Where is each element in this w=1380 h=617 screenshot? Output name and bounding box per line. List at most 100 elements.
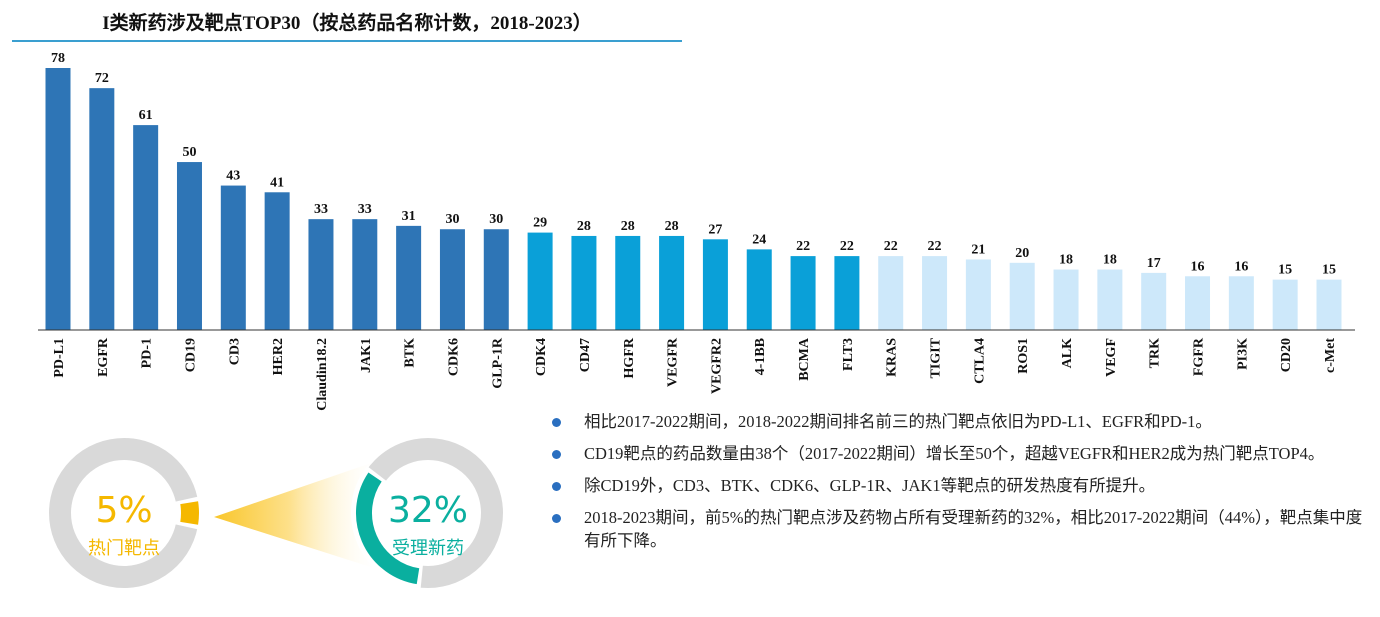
bar-VEGF xyxy=(1097,269,1123,330)
left-donut-label: 热门靶点 xyxy=(88,538,160,559)
data-label: 41 xyxy=(270,175,284,190)
x-tick-label: HGFR xyxy=(622,337,637,378)
x-tick-label: CD47 xyxy=(578,338,593,372)
bar-HER2 xyxy=(264,192,290,330)
x-tick-label: KRAS xyxy=(885,338,900,377)
bar-ALK xyxy=(1053,269,1079,330)
x-tick-label: VEGFR xyxy=(666,337,681,387)
bar-CD19 xyxy=(176,162,202,330)
x-tick-label: VEGFR2 xyxy=(709,338,724,394)
data-label: 30 xyxy=(445,212,459,227)
finding-text: 2018-2023期间，前5%的热门靶点涉及药物占所有受理新药的32%，相比20… xyxy=(584,508,1363,550)
x-tick-label: BTK xyxy=(403,338,418,368)
x-tick-label: PD-1 xyxy=(140,338,155,368)
bar-PD-L1 xyxy=(45,68,71,330)
x-tick-label: CD19 xyxy=(183,338,198,372)
data-label: 61 xyxy=(139,108,153,123)
data-label: 24 xyxy=(752,232,766,247)
data-label: 22 xyxy=(884,239,898,254)
data-label: 15 xyxy=(1322,263,1336,278)
data-label: 16 xyxy=(1234,259,1248,274)
bar-FLT3 xyxy=(834,256,860,330)
bar-VEGFR xyxy=(659,235,685,330)
x-tick-label: EGFR xyxy=(96,337,111,377)
data-label: 18 xyxy=(1103,253,1117,268)
data-label: 27 xyxy=(708,222,722,237)
x-tick-label: PI3K xyxy=(1235,338,1250,370)
x-tick-label: TIGIT xyxy=(929,337,944,378)
findings-list: 相比2017-2022期间，2018-2022期间排名前三的热门靶点依旧为PD-… xyxy=(548,410,1363,561)
data-label: 22 xyxy=(796,239,810,254)
finding-item: 相比2017-2022期间，2018-2022期间排名前三的热门靶点依旧为PD-… xyxy=(548,410,1363,433)
data-label: 29 xyxy=(533,216,547,231)
chart-title: I类新药涉及靶点TOP30（按总药品名称计数，2018-2023） xyxy=(102,13,592,34)
bar-PI3K xyxy=(1228,276,1254,330)
finding-item: 除CD19外，CD3、BTK、CDK6、GLP-1R、JAK1等靶点的研发热度有… xyxy=(548,474,1363,497)
right-donut-segment xyxy=(356,472,420,585)
bar-FGFR xyxy=(1185,276,1211,330)
finding-text: 除CD19外，CD3、BTK、CDK6、GLP-1R、JAK1等靶点的研发热度有… xyxy=(584,476,1156,495)
bullet-icon xyxy=(552,450,561,459)
bar-EGFR xyxy=(89,88,115,331)
data-label: 15 xyxy=(1278,263,1292,278)
bar-BTK xyxy=(396,225,422,330)
right-donut-value: 32% xyxy=(387,490,468,531)
finding-item: 2018-2023期间，前5%的热门靶点涉及药物占所有受理新药的32%，相比20… xyxy=(548,506,1363,552)
x-tick-label: JAK1 xyxy=(359,338,374,373)
finding-item: CD19靶点的药品数量由38个（2017-2022期间）增长至50个，超越VEG… xyxy=(548,442,1363,465)
bar-CD20 xyxy=(1272,279,1298,330)
donut-graphic xyxy=(49,438,503,590)
data-label: 20 xyxy=(1015,246,1029,261)
x-tick-label: GLP-1R xyxy=(490,337,505,388)
finding-text: CD19靶点的药品数量由38个（2017-2022期间）增长至50个，超越VEG… xyxy=(584,444,1325,463)
data-label: 18 xyxy=(1059,253,1073,268)
title-divider xyxy=(12,40,682,42)
x-tick-label: FLT3 xyxy=(841,338,856,371)
data-label: 17 xyxy=(1147,256,1161,271)
bar-VEGFR2 xyxy=(702,239,728,330)
data-label: 31 xyxy=(402,209,416,224)
x-tick-label: CTLA4 xyxy=(972,338,987,384)
data-label: 50 xyxy=(182,145,196,160)
bar-4-1BB xyxy=(746,249,772,330)
left-donut-value: 5% xyxy=(95,490,153,531)
bar-c-Met xyxy=(1316,279,1342,330)
x-tick-label: CDK4 xyxy=(534,338,549,376)
data-label: 28 xyxy=(577,219,591,234)
x-tick-label: BCMA xyxy=(797,337,812,381)
data-label: 43 xyxy=(226,169,240,184)
bar-CD3 xyxy=(220,185,246,330)
bar-PD-1 xyxy=(133,125,159,330)
x-tick-label: HER2 xyxy=(271,338,286,375)
data-label: 30 xyxy=(489,212,503,227)
data-label: 33 xyxy=(314,202,328,217)
x-tick-label: FGFR xyxy=(1192,337,1207,376)
bar-chart: 78 PD-L1 72 EGFR 61 PD-1 50 CD19 43 CD3 41 HER2 33 Cl… xyxy=(38,51,1355,411)
bar-TIGIT xyxy=(922,256,948,330)
data-label: 28 xyxy=(621,219,635,234)
data-label: 22 xyxy=(840,239,854,254)
bar-BCMA xyxy=(790,256,816,330)
x-tick-label: ALK xyxy=(1060,338,1075,368)
left-donut-segment xyxy=(180,501,199,525)
x-tick-label: TRK xyxy=(1148,338,1163,368)
bar-GLP-1R xyxy=(483,229,509,330)
bar-ROS1 xyxy=(1009,262,1035,330)
right-donut-label: 受理新药 xyxy=(392,538,464,559)
x-tick-label: CD20 xyxy=(1279,338,1294,372)
data-label: 16 xyxy=(1191,259,1205,274)
data-label: 78 xyxy=(51,51,65,66)
data-label: 21 xyxy=(971,242,985,257)
bar-CDK4 xyxy=(527,232,553,330)
x-tick-label: CDK6 xyxy=(446,338,461,376)
data-label: 72 xyxy=(95,71,109,86)
data-label: 28 xyxy=(665,219,679,234)
bar-HGFR xyxy=(615,235,641,330)
bar-KRAS xyxy=(878,256,904,330)
x-tick-label: CD3 xyxy=(227,338,242,365)
x-tick-label: PD-L1 xyxy=(52,338,67,378)
bar-CDK6 xyxy=(439,229,465,330)
bar-Claudin18.2 xyxy=(308,219,334,330)
x-tick-label: 4-1BB xyxy=(753,338,768,375)
finding-text: 相比2017-2022期间，2018-2022期间排名前三的热门靶点依旧为PD-… xyxy=(584,412,1212,431)
